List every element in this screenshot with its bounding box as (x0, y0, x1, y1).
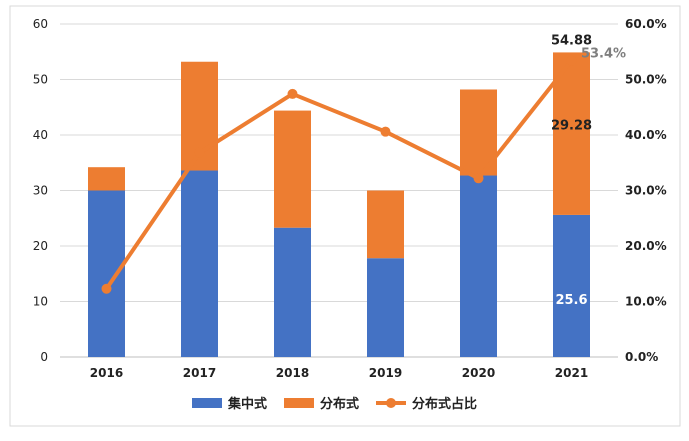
right-tick-label: 0.0% (625, 350, 658, 364)
left-tick-label: 40 (33, 128, 48, 142)
bar-segment (367, 258, 404, 357)
x-tick-label: 2017 (183, 366, 216, 380)
bar-segment (181, 170, 218, 357)
right-tick-label: 50.0% (625, 73, 667, 87)
left-tick-label: 30 (33, 184, 48, 198)
bar-series (88, 52, 590, 357)
bar-segment (460, 175, 497, 357)
x-tick-label: 2020 (462, 366, 495, 380)
bar-segment (274, 110, 311, 228)
share-point (473, 173, 484, 184)
legend: 集中式 分布式 分布式占比 (192, 396, 477, 412)
right-tick-label: 20.0% (625, 239, 667, 253)
right-tick-label: 60.0% (625, 17, 667, 31)
x-tick-label: 2016 (90, 366, 123, 380)
grid-lines (60, 23, 618, 358)
data-label-total: 54.88 (551, 33, 592, 48)
x-tick-label: 2021 (555, 366, 588, 380)
legend-swatch (192, 398, 222, 408)
share-point (566, 55, 577, 66)
x-tick-label: 2019 (369, 366, 402, 380)
bar-segment (88, 190, 125, 357)
share-point (287, 88, 298, 99)
right-tick-label: 30.0% (625, 184, 667, 198)
bar-segment (553, 52, 590, 215)
share-line-series (101, 55, 577, 294)
left-y-axis: 0 10 20 30 40 50 60 (33, 17, 48, 364)
x-tick-label: 2018 (276, 366, 309, 380)
bar-segment (367, 190, 404, 259)
legend-label: 集中式 (227, 396, 267, 412)
bar-segment (88, 167, 125, 191)
share-point (380, 126, 391, 137)
share-line (104, 59, 574, 290)
x-axis: 2016 2017 2018 2019 2020 2021 (90, 366, 588, 380)
data-label-share: 53.4% (581, 47, 626, 62)
left-tick-label: 10 (33, 295, 48, 309)
bar-segment (553, 214, 590, 357)
legend-label: 分布式 (320, 396, 359, 412)
right-y-axis: 0.0% 10.0% 20.0% 30.0% 40.0% 50.0% 60.0% (625, 17, 667, 364)
share-point (194, 147, 205, 158)
legend-swatch (284, 398, 314, 408)
data-label-centralized: 25.6 (555, 293, 587, 308)
right-tick-label: 40.0% (625, 128, 667, 142)
legend-label: 分布式占比 (412, 396, 477, 412)
right-tick-label: 10.0% (625, 295, 667, 309)
left-tick-label: 20 (33, 239, 48, 253)
left-tick-label: 60 (33, 17, 48, 31)
bar-segment (274, 227, 311, 357)
share-point (101, 283, 112, 294)
left-tick-label: 0 (40, 350, 48, 364)
left-tick-label: 50 (33, 73, 48, 87)
data-label-distributed: 29.28 (551, 119, 592, 134)
legend-marker (386, 398, 396, 408)
